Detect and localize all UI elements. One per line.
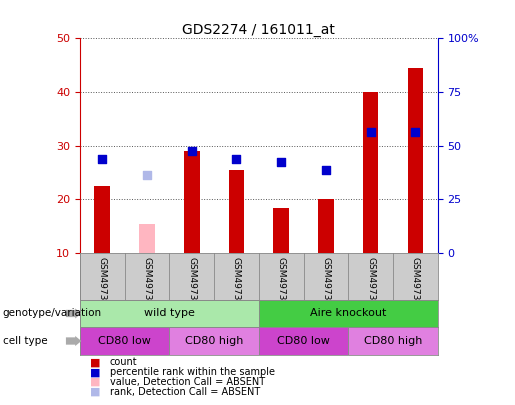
- Text: CD80 high: CD80 high: [185, 336, 243, 346]
- Bar: [318, 199, 334, 253]
- Point: [98, 156, 106, 162]
- Title: GDS2274 / 161011_at: GDS2274 / 161011_at: [182, 23, 335, 37]
- Text: percentile rank within the sample: percentile rank within the sample: [110, 367, 274, 377]
- Point: [187, 148, 196, 154]
- Text: value, Detection Call = ABSENT: value, Detection Call = ABSENT: [110, 377, 265, 387]
- Text: GSM49738: GSM49738: [143, 257, 151, 306]
- Point: [232, 156, 241, 162]
- Text: wild type: wild type: [144, 309, 195, 318]
- Point: [367, 129, 375, 136]
- Point: [322, 167, 330, 173]
- Text: GSM49733: GSM49733: [277, 257, 286, 306]
- Text: CD80 low: CD80 low: [277, 336, 330, 346]
- Bar: [259, 300, 438, 327]
- Bar: [348, 327, 438, 355]
- Text: CD80 low: CD80 low: [98, 336, 151, 346]
- Point: [411, 129, 420, 136]
- Text: cell type: cell type: [3, 336, 47, 346]
- Text: CD80 high: CD80 high: [364, 336, 422, 346]
- Bar: [259, 327, 348, 355]
- Text: count: count: [110, 358, 138, 367]
- Bar: [229, 170, 244, 253]
- Text: ■: ■: [90, 387, 100, 396]
- Bar: [80, 300, 259, 327]
- Bar: [273, 207, 289, 253]
- Bar: [407, 68, 423, 253]
- Bar: [94, 186, 110, 253]
- Text: Aire knockout: Aire knockout: [310, 309, 386, 318]
- Bar: [139, 224, 155, 253]
- Text: GSM49736: GSM49736: [232, 257, 241, 306]
- Text: ■: ■: [90, 367, 100, 377]
- Bar: [363, 92, 379, 253]
- Bar: [169, 327, 259, 355]
- Text: rank, Detection Call = ABSENT: rank, Detection Call = ABSENT: [110, 387, 260, 396]
- Point: [277, 159, 285, 165]
- Text: GSM49735: GSM49735: [187, 257, 196, 306]
- Text: GSM49737: GSM49737: [98, 257, 107, 306]
- Text: ■: ■: [90, 377, 100, 387]
- Text: ■: ■: [90, 358, 100, 367]
- Bar: [184, 151, 199, 253]
- Point: [143, 172, 151, 179]
- Text: GSM49734: GSM49734: [321, 257, 331, 306]
- Text: GSM49732: GSM49732: [411, 257, 420, 306]
- Text: GSM49731: GSM49731: [366, 257, 375, 306]
- Text: genotype/variation: genotype/variation: [3, 309, 101, 318]
- Bar: [80, 327, 169, 355]
